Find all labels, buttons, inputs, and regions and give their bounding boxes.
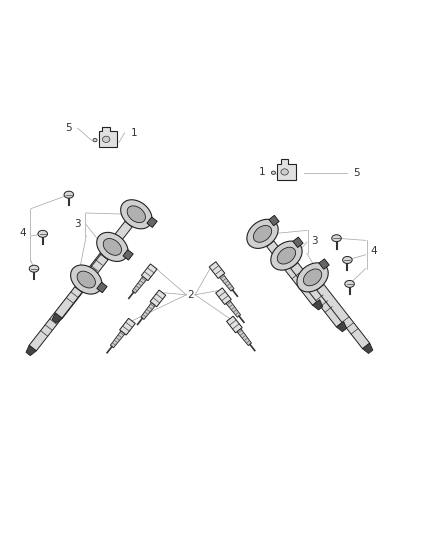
Ellipse shape — [38, 230, 47, 237]
Polygon shape — [26, 345, 36, 356]
Ellipse shape — [29, 265, 39, 272]
Text: 5: 5 — [66, 123, 72, 133]
Text: 4: 4 — [19, 228, 25, 238]
Ellipse shape — [345, 280, 354, 287]
Polygon shape — [76, 280, 86, 290]
Polygon shape — [226, 301, 240, 317]
Polygon shape — [319, 259, 329, 269]
Text: 3: 3 — [311, 236, 318, 246]
Ellipse shape — [277, 247, 296, 264]
Polygon shape — [79, 221, 132, 286]
Polygon shape — [215, 288, 231, 304]
Text: 1: 1 — [259, 167, 266, 176]
Text: 2: 2 — [187, 290, 194, 300]
Polygon shape — [209, 262, 225, 278]
Polygon shape — [29, 287, 82, 351]
Polygon shape — [293, 237, 303, 247]
Text: 5: 5 — [353, 168, 360, 178]
Polygon shape — [277, 159, 296, 180]
Ellipse shape — [304, 269, 322, 286]
Ellipse shape — [71, 265, 102, 294]
Ellipse shape — [97, 232, 128, 262]
Text: 4: 4 — [370, 246, 377, 256]
Ellipse shape — [120, 200, 152, 229]
Polygon shape — [150, 290, 166, 307]
Text: 1: 1 — [131, 128, 138, 138]
Polygon shape — [267, 241, 320, 305]
Ellipse shape — [127, 206, 145, 223]
Ellipse shape — [272, 171, 276, 174]
Ellipse shape — [281, 169, 288, 175]
Ellipse shape — [343, 256, 352, 263]
Polygon shape — [132, 277, 147, 293]
Text: 3: 3 — [74, 219, 81, 229]
Polygon shape — [52, 313, 62, 323]
Ellipse shape — [77, 271, 95, 288]
Ellipse shape — [103, 238, 121, 255]
Polygon shape — [312, 300, 323, 310]
Polygon shape — [269, 215, 279, 226]
Polygon shape — [291, 263, 343, 327]
Ellipse shape — [297, 263, 328, 292]
Polygon shape — [336, 321, 347, 332]
Ellipse shape — [64, 191, 74, 198]
Ellipse shape — [247, 219, 278, 248]
Polygon shape — [141, 264, 157, 281]
Ellipse shape — [93, 139, 97, 142]
Polygon shape — [120, 318, 135, 335]
Polygon shape — [97, 282, 107, 293]
Polygon shape — [237, 329, 251, 345]
Ellipse shape — [271, 241, 302, 270]
Ellipse shape — [102, 136, 110, 142]
Polygon shape — [226, 316, 242, 333]
Polygon shape — [55, 254, 108, 318]
Polygon shape — [99, 127, 117, 147]
Polygon shape — [141, 303, 155, 319]
Ellipse shape — [253, 225, 272, 243]
Polygon shape — [123, 249, 133, 260]
Polygon shape — [147, 217, 157, 228]
Polygon shape — [317, 285, 370, 349]
Polygon shape — [110, 331, 125, 348]
Ellipse shape — [332, 235, 341, 241]
Polygon shape — [219, 274, 234, 291]
Polygon shape — [363, 343, 373, 353]
